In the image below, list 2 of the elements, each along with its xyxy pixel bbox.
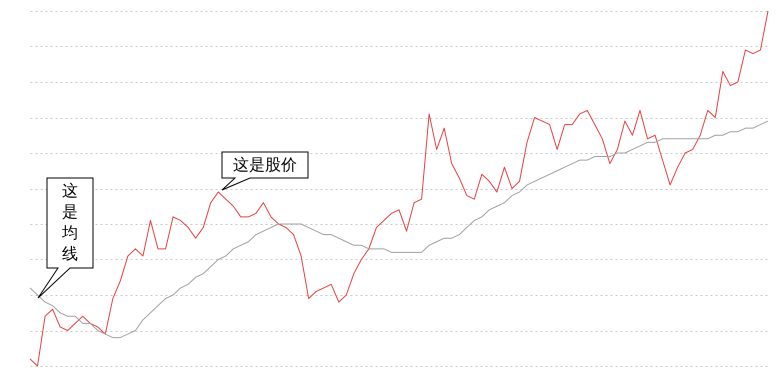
annotation: 这是股价: [233, 154, 297, 176]
annotation: 这是均线: [62, 181, 78, 265]
